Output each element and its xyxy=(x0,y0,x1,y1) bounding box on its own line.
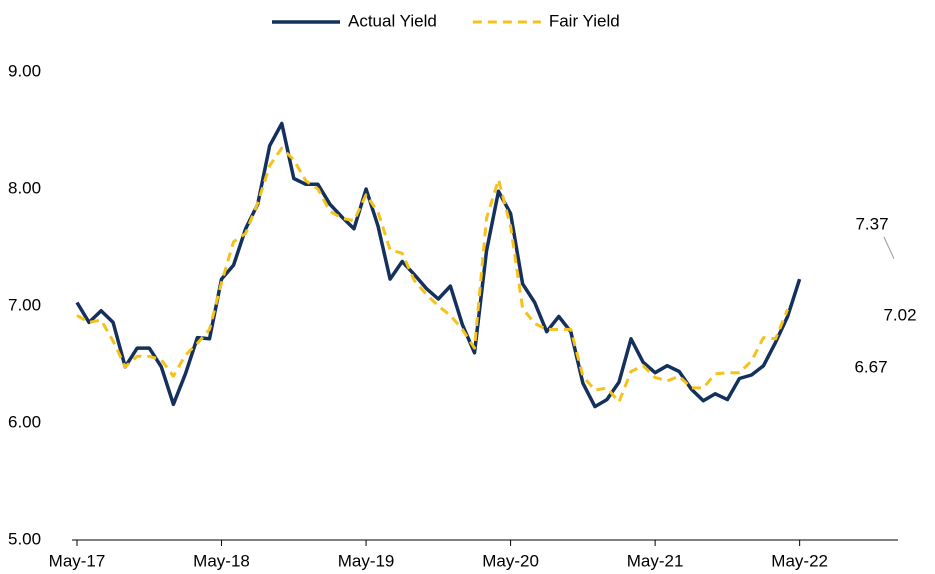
x-tick-label: May-18 xyxy=(193,551,250,570)
series-line xyxy=(76,146,789,404)
x-tick-label: May-19 xyxy=(338,551,395,570)
data-label: 7.02 xyxy=(883,305,916,324)
x-tick-label: May-17 xyxy=(49,551,106,570)
x-tick-label: May-21 xyxy=(627,551,684,570)
y-tick-label: 9.00 xyxy=(8,61,41,80)
y-tick-label: 8.00 xyxy=(8,178,41,197)
leader-line xyxy=(883,236,895,259)
x-tick-label: May-22 xyxy=(771,551,828,570)
x-tick-label: May-20 xyxy=(482,551,539,570)
series-line xyxy=(75,121,802,409)
data-label: 6.67 xyxy=(854,357,887,376)
y-tick-label: 7.00 xyxy=(8,295,41,314)
legend-label: Actual Yield xyxy=(348,11,437,30)
legend-label: Fair Yield xyxy=(549,11,620,30)
y-tick-label: 5.00 xyxy=(8,529,41,548)
data-label: 7.37 xyxy=(855,214,888,233)
y-tick-label: 6.00 xyxy=(8,412,41,431)
